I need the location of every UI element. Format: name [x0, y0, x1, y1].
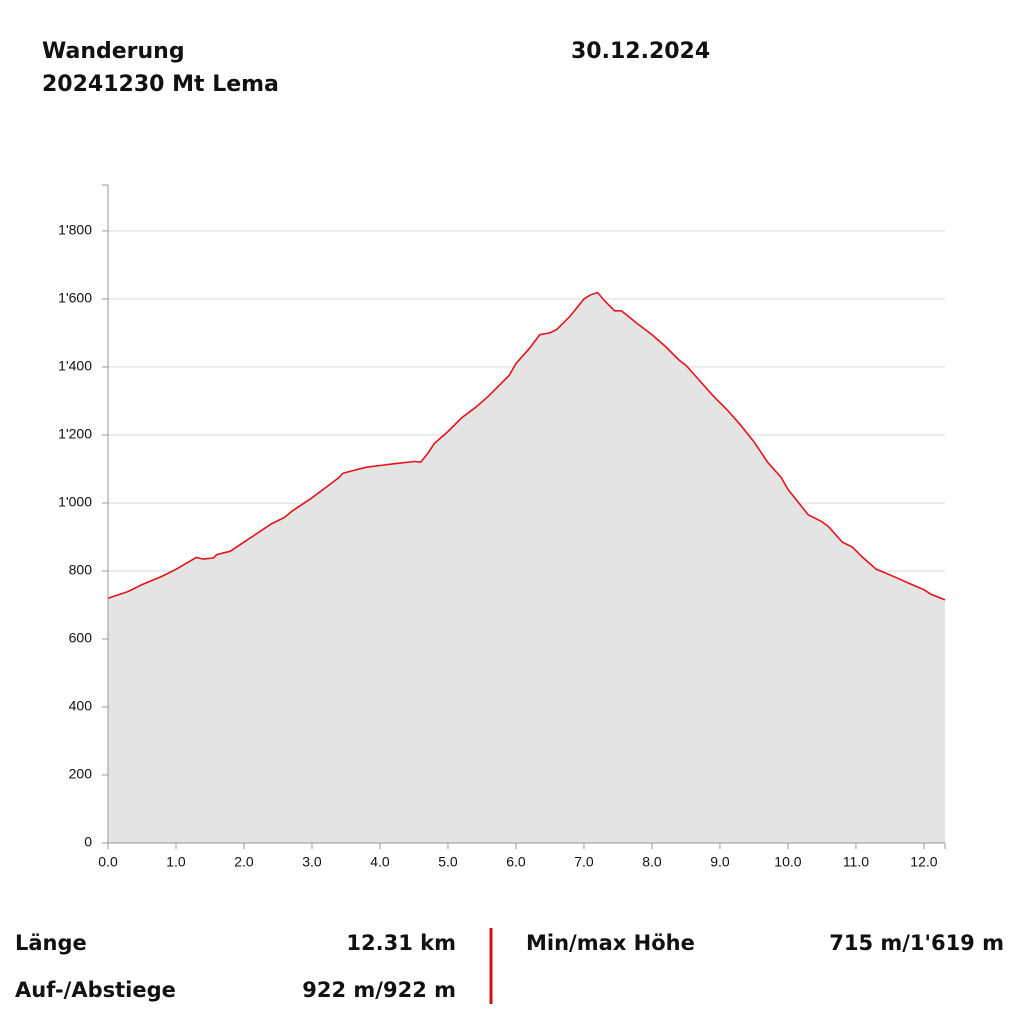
y-tick-label: 1'800 — [58, 222, 92, 238]
x-tick-label: 8.0 — [642, 854, 662, 870]
y-tick-label: 600 — [69, 630, 93, 646]
y-tick-label: 1'200 — [58, 426, 92, 442]
x-tick-label: 1.0 — [166, 854, 186, 870]
title: Wanderung — [42, 39, 185, 64]
date: 30.12.2024 — [571, 39, 710, 64]
y-tick-label: 0 — [84, 834, 92, 850]
subtitle: 20241230 Mt Lema — [42, 72, 279, 97]
x-tick-label: 2.0 — [234, 854, 254, 870]
x-tick-label: 0.0 — [98, 854, 118, 870]
x-tick-label: 11.0 — [843, 854, 869, 870]
y-tick-label: 400 — [69, 698, 93, 714]
area-fill — [108, 292, 945, 843]
x-tick-label: 12.0 — [910, 854, 937, 870]
y-tick-label: 1'600 — [58, 290, 92, 306]
stat-label: Auf-/Abstiege — [15, 978, 176, 1002]
y-tick-label: 200 — [69, 766, 93, 782]
plot: 0 200 400 600 800 1'000 1'200 1'400 1'600 1'800 0.… — [58, 184, 946, 870]
y-tick-label: 800 — [69, 562, 93, 578]
x-tick-label: 9.0 — [710, 854, 730, 870]
x-tick-label: 6.0 — [506, 854, 526, 870]
stat-label: Länge — [15, 931, 87, 955]
x-tick-label: 3.0 — [302, 854, 322, 870]
x-tick-label: 10.0 — [774, 854, 801, 870]
y-tick-label: 1'000 — [58, 494, 92, 510]
y-tick-label: 1'400 — [58, 358, 92, 374]
elevation-line — [107, 291, 946, 601]
stat-value: 922 m/922 m — [302, 978, 456, 1002]
stat-label: Min/max Höhe — [526, 931, 695, 955]
stat-value: 715 m/1'619 m — [829, 931, 1004, 955]
x-tick-label: 4.0 — [370, 854, 390, 870]
stat-value: 12.31 km — [346, 931, 456, 955]
x-tick-label: 5.0 — [438, 854, 458, 870]
x-tick-label: 7.0 — [574, 854, 594, 870]
